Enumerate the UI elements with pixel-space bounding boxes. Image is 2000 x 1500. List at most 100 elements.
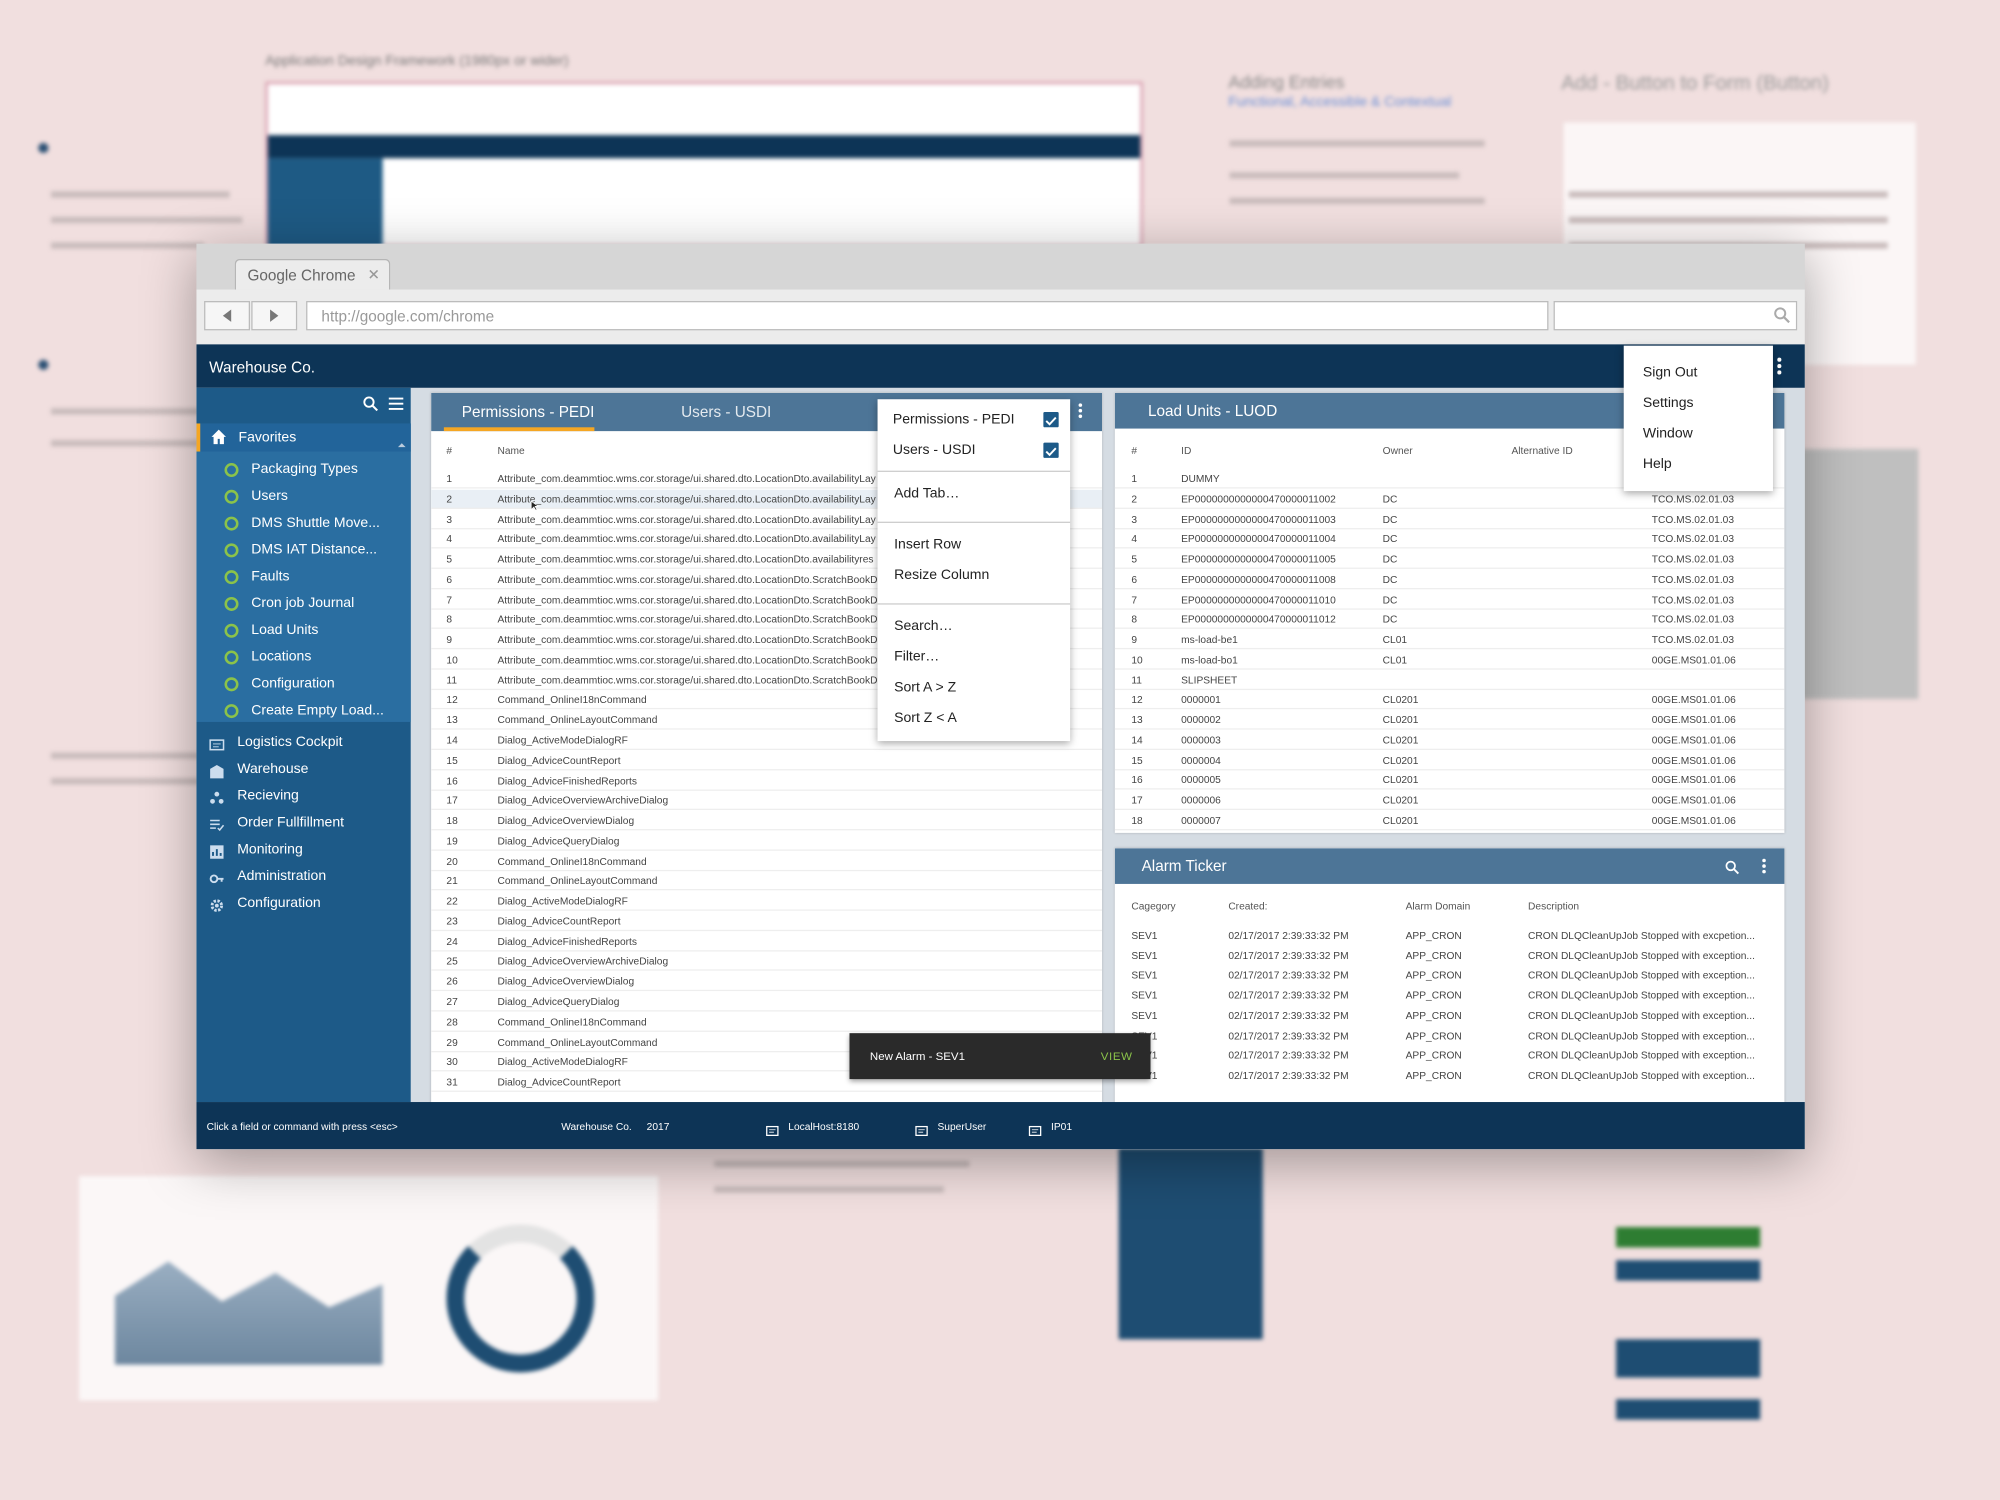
sidebar-search-icon[interactable]	[362, 395, 379, 412]
table-row[interactable]: 17 0000006 CL0201 00GE.MS01.01.06	[1114, 791, 1785, 811]
favorite-item[interactable]: Load Units	[196, 619, 410, 645]
toast-action[interactable]: VIEW	[1100, 1049, 1133, 1063]
favorite-item[interactable]: Locations	[196, 645, 410, 671]
address-bar[interactable]: http://google.com/chrome	[306, 301, 1549, 331]
favorite-item[interactable]: Faults	[196, 565, 410, 591]
table-row[interactable]: 10 ms-load-bo1 CL01 00GE.MS01.01.06	[1114, 650, 1785, 670]
table-row[interactable]: 12 Command_OnlineI18nCommand	[431, 691, 1103, 710]
menu-toggle-item[interactable]: Users - USDI	[878, 435, 1071, 466]
table-row[interactable]: 25 Dialog_AdviceOverviewArchiveDialog	[431, 952, 1103, 972]
table-row[interactable]: 13 0000002 CL0201 00GE.MS01.01.06	[1114, 711, 1785, 730]
menu-item[interactable]: Insert Row	[878, 529, 1071, 560]
overflow-menu-item[interactable]: Sign Out	[1624, 357, 1773, 388]
favorite-item[interactable]: DMS IAT Distance...	[196, 538, 410, 564]
table-row[interactable]: 8 EP0000000000000470000011012 DC TCO.MS.02.…	[1114, 610, 1785, 630]
table-row[interactable]: 8 Attribute_com.deammtioc.wms.cor.storage…	[431, 610, 1103, 630]
menu-item[interactable]: Filter…	[878, 642, 1071, 673]
table-row[interactable]: 27 Dialog_AdviceQueryDialog	[431, 992, 1103, 1012]
table-row[interactable]: 10 Attribute_com.deammtioc.wms.cor.storag…	[431, 650, 1103, 670]
table-row[interactable]: 6 Attribute_com.deammtioc.wms.cor.storage…	[431, 570, 1103, 590]
table-row[interactable]: 14 0000003 CL0201 00GE.MS01.01.06	[1114, 731, 1785, 750]
table-row[interactable]: 2 EP0000000000000470000011002 DC TCO.MS.02.…	[1114, 489, 1785, 509]
favorites-header[interactable]: Favorites	[196, 423, 411, 452]
favorite-item[interactable]: Configuration	[196, 672, 410, 698]
panel-tab[interactable]: Users - USDI	[663, 393, 816, 431]
table-row[interactable]: 16 Dialog_AdviceFinishedReports	[431, 771, 1103, 791]
table-row[interactable]: 29 Command_OnlineLayoutCommand	[431, 1033, 1103, 1052]
table-row[interactable]: 11 SLIPSHEET	[1114, 670, 1785, 690]
overflow-menu-item[interactable]: Settings	[1624, 388, 1773, 419]
menu-item[interactable]: Sort A > Z	[878, 672, 1071, 703]
table-row[interactable]: 23 Dialog_AdviceCountReport	[431, 912, 1103, 932]
nav-item[interactable]: Configuration	[196, 892, 410, 918]
favorite-item[interactable]: Create Empty Load...	[196, 699, 410, 725]
browser-tab-close[interactable]	[369, 265, 379, 280]
favorite-item[interactable]: Packaging Types	[196, 458, 410, 484]
table-row[interactable]: 4 Attribute_com.deammtioc.wms.cor.storage…	[431, 530, 1103, 549]
table-row[interactable]: 9 Attribute_com.deammtioc.wms.cor.storage…	[431, 630, 1103, 650]
table-row[interactable]: 3 Attribute_com.deammtioc.wms.cor.storage…	[431, 510, 1103, 529]
table-row[interactable]: 17 Dialog_AdviceOverviewArchiveDialog	[431, 791, 1103, 811]
forward-button[interactable]	[251, 301, 298, 331]
table-row[interactable]: 1 DUMMY	[1114, 469, 1785, 489]
favorite-item[interactable]: DMS Shuttle Move...	[196, 511, 410, 537]
table-row[interactable]: 19 Dialog_AdviceQueryDialog	[431, 831, 1103, 851]
table-row[interactable]: 18 Dialog_AdviceOverviewDialog	[431, 811, 1103, 831]
table-row[interactable]: 11 Attribute_com.deammtioc.wms.cor.storag…	[431, 671, 1103, 690]
favorite-item[interactable]: Users	[196, 485, 410, 511]
table-row[interactable]: 24 Dialog_AdviceFinishedReports	[431, 932, 1103, 952]
menu-toggle-item[interactable]: Permissions - PEDI	[878, 404, 1071, 435]
panel-search-icon[interactable]	[1724, 858, 1740, 875]
table-row[interactable]: 5 EP0000000000000470000011005 DC TCO.MS.02.…	[1114, 550, 1785, 569]
menu-item[interactable]: Resize Column	[878, 560, 1071, 591]
favorite-item[interactable]: Cron job Journal	[196, 592, 410, 618]
table-row[interactable]: 9 ms-load-be1 CL01 TCO.MS.02.01.03	[1114, 630, 1785, 650]
table-row[interactable]: 7 EP0000000000000470000011010 DC TCO.MS.02.…	[1114, 590, 1785, 610]
table-row[interactable]: 31 Dialog_AdviceCountReport	[431, 1073, 1103, 1092]
browser-tab[interactable]: Google Chrome	[234, 258, 391, 290]
menu-item[interactable]: Search…	[878, 611, 1071, 642]
checkbox-checked[interactable]	[1043, 442, 1059, 458]
table-row[interactable]: 30 Dialog_ActiveModeDialogRF	[431, 1053, 1103, 1072]
table-row[interactable]: 13 Command_OnlineLayoutCommand	[431, 711, 1103, 730]
panel-more-icon[interactable]	[1755, 857, 1773, 875]
table-row[interactable]: 12 0000001 CL0201 00GE.MS01.01.06	[1114, 691, 1785, 710]
table-row[interactable]: 3 EP0000000000000470000011003 DC TCO.MS.02.…	[1114, 510, 1785, 529]
table-row[interactable]: 6 EP0000000000000470000011008 DC TCO.MS.02.…	[1114, 570, 1785, 590]
nav-item[interactable]: Administration	[196, 865, 410, 891]
table-row[interactable]: 26 Dialog_AdviceOverviewDialog	[431, 972, 1103, 992]
table-row[interactable]: 16 0000005 CL0201 00GE.MS01.01.06	[1114, 771, 1785, 791]
table-row[interactable]: 5 Attribute_com.deammtioc.wms.cor.storage…	[431, 550, 1103, 569]
table-row[interactable]: 15 0000004 CL0201 00GE.MS01.01.06	[1114, 751, 1785, 770]
header-more-icon[interactable]	[1769, 356, 1789, 376]
nav-item[interactable]: Order Fullfillment	[196, 811, 410, 837]
nav-item[interactable]: Warehouse	[196, 758, 410, 784]
table-row[interactable]: 14 Dialog_ActiveModeDialogRF	[431, 731, 1103, 750]
panel-more-icon[interactable]	[1071, 402, 1089, 420]
table-row[interactable]: 4 EP0000000000000470000011004 DC TCO.MS.02.…	[1114, 530, 1785, 549]
menu-item[interactable]: Add Tab…	[878, 478, 1071, 509]
table-row[interactable]: 21 Command_OnlineLayoutCommand	[431, 872, 1103, 891]
overflow-menu-item[interactable]: Window	[1624, 418, 1773, 449]
sidebar-menu-icon[interactable]	[388, 395, 405, 412]
checkbox-checked[interactable]	[1043, 411, 1059, 428]
table-row[interactable]: 7 Attribute_com.deammtioc.wms.cor.storage…	[431, 590, 1103, 610]
table-row[interactable]: 28 Command_OnlineI18nCommand	[431, 1012, 1103, 1032]
panel-tab[interactable]: Permissions - PEDI	[443, 393, 597, 432]
table-row[interactable]: 15 Dialog_AdviceCountReport	[431, 751, 1103, 771]
table-row[interactable]: 1 Attribute_com.deammtioc.wms.cor.storage…	[431, 469, 1103, 489]
table-row[interactable]: 22 Dialog_ActiveModeDialogRF	[431, 892, 1103, 911]
browser-search-box[interactable]	[1553, 301, 1798, 331]
table-row[interactable]: 18 0000007 CL0201 00GE.MS01.01.06	[1114, 811, 1785, 831]
back-button[interactable]	[204, 301, 250, 331]
overflow-menu-item[interactable]: Help	[1624, 449, 1773, 480]
nav-item[interactable]: Logistics Cockpit	[196, 731, 410, 757]
